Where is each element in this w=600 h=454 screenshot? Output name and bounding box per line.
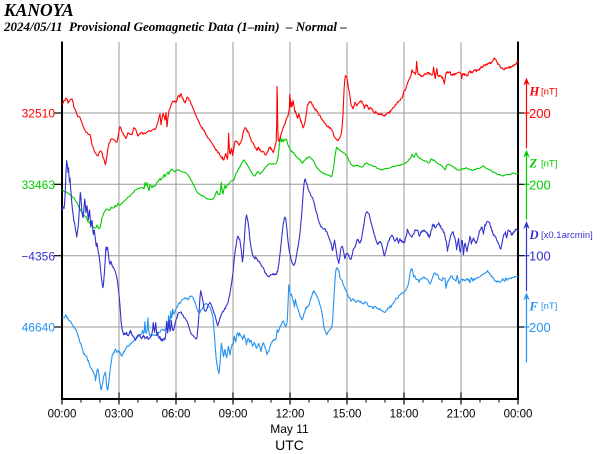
svg-text:F: F bbox=[529, 299, 539, 313]
svg-text:Z: Z bbox=[529, 157, 538, 171]
svg-text:KANOYA: KANOYA bbox=[3, 0, 74, 20]
svg-text:UTC: UTC bbox=[275, 437, 304, 453]
svg-text:21:00: 21:00 bbox=[447, 409, 476, 421]
svg-text:32510: 32510 bbox=[22, 107, 56, 121]
svg-text:200: 200 bbox=[529, 320, 551, 335]
svg-text:May 11: May 11 bbox=[270, 422, 309, 436]
svg-text:[nT]: [nT] bbox=[541, 86, 557, 97]
svg-text:[x0.1arcmin]: [x0.1arcmin] bbox=[541, 230, 593, 241]
svg-text:−4356: −4356 bbox=[21, 249, 55, 263]
svg-text:03:00: 03:00 bbox=[105, 409, 134, 421]
svg-text:15:00: 15:00 bbox=[333, 409, 362, 421]
svg-text:06:00: 06:00 bbox=[162, 409, 191, 421]
svg-text:[nT]: [nT] bbox=[541, 158, 557, 169]
svg-text:00:00: 00:00 bbox=[504, 409, 533, 421]
svg-text:46640: 46640 bbox=[22, 321, 56, 335]
svg-text:00:00: 00:00 bbox=[48, 409, 77, 421]
svg-text:09:00: 09:00 bbox=[219, 409, 248, 421]
svg-text:H: H bbox=[529, 85, 541, 99]
svg-text:[nT]: [nT] bbox=[541, 301, 557, 312]
svg-text:200: 200 bbox=[529, 106, 551, 121]
svg-text:33463: 33463 bbox=[22, 178, 56, 192]
svg-text:D: D bbox=[529, 228, 539, 242]
svg-text:200: 200 bbox=[529, 177, 551, 192]
svg-text:12:00: 12:00 bbox=[276, 409, 305, 421]
svg-text:100: 100 bbox=[529, 249, 551, 264]
svg-text:2024/05/11 Provisional Geomag: 2024/05/11 Provisional Geomagnetic Data … bbox=[3, 19, 347, 34]
svg-text:18:00: 18:00 bbox=[390, 409, 419, 421]
